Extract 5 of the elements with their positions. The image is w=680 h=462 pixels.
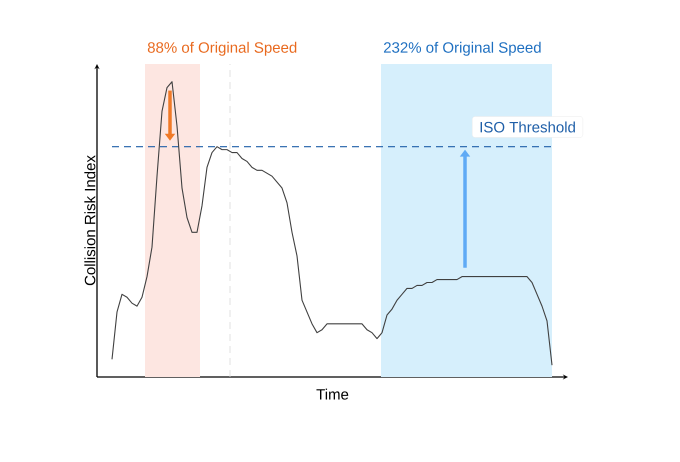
text: 88% of Original Speed bbox=[148, 42, 296, 56]
x-axis-title: Time bbox=[316, 388, 348, 400]
text: 232% of Original Speed bbox=[384, 42, 541, 56]
ref-line-label: ISO Threshold bbox=[480, 121, 575, 132]
y-axis-title: Collision Risk Index bbox=[84, 155, 96, 286]
